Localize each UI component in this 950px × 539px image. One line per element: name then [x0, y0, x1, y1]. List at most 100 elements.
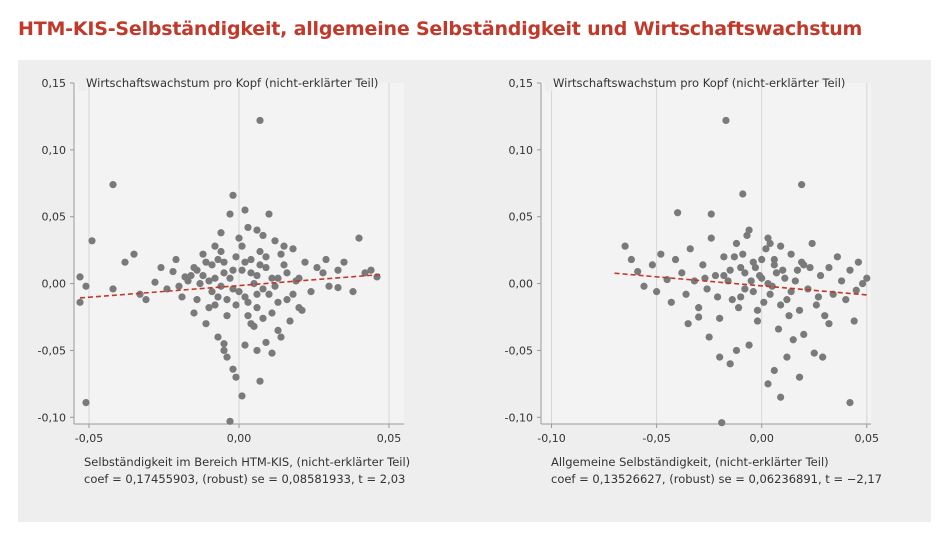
data-point: [842, 296, 850, 304]
data-point: [741, 285, 749, 293]
data-point: [772, 269, 781, 277]
data-point: [730, 253, 738, 261]
y-label-bg: [78, 75, 86, 91]
y-tick-label: -0,10: [38, 411, 66, 424]
data-point: [238, 242, 246, 250]
data-point: [274, 298, 282, 306]
data-point: [214, 333, 222, 341]
data-point: [253, 271, 261, 280]
data-point: [229, 191, 237, 199]
data-point: [238, 266, 246, 274]
data-point: [226, 274, 234, 282]
data-point: [265, 290, 273, 298]
data-point: [810, 349, 818, 357]
data-point: [653, 288, 661, 296]
data-point: [121, 258, 129, 266]
data-point: [355, 234, 363, 242]
data-point: [795, 373, 804, 381]
data-point: [214, 293, 222, 301]
data-point: [283, 269, 291, 277]
data-point: [244, 298, 252, 306]
data-point: [271, 282, 279, 290]
data-point: [739, 250, 747, 258]
data-point: [762, 245, 770, 253]
data-point: [277, 250, 285, 258]
data-point: [241, 258, 249, 266]
data-point: [674, 209, 682, 217]
data-point: [755, 271, 764, 280]
data-point: [241, 293, 249, 301]
data-point: [199, 271, 207, 280]
data-point: [760, 298, 768, 306]
data-point: [76, 273, 84, 281]
data-point: [770, 255, 778, 264]
data-point: [268, 349, 276, 357]
data-point: [319, 269, 327, 277]
data-point: [142, 296, 150, 304]
data-point: [82, 282, 90, 290]
data-point: [726, 360, 734, 368]
data-point: [789, 336, 797, 344]
data-point: [313, 263, 321, 272]
chart-right: -0,10 -0,05 0,00 0,05 0,10 0,15 -0,10 -0,05 0,00…: [505, 75, 882, 486]
data-point: [82, 399, 90, 407]
data-point: [361, 269, 369, 277]
data-point: [277, 333, 285, 341]
regression-line: [79, 273, 381, 299]
data-point: [208, 261, 216, 269]
data-point: [274, 326, 282, 334]
x-tick-label: 0,05: [855, 432, 880, 445]
data-point: [247, 269, 255, 277]
page-title: HTM-KIS-Selbständigkeit, allgemeine Selb…: [18, 18, 863, 40]
data-point: [764, 279, 772, 288]
data-point: [295, 274, 303, 282]
data-point: [205, 277, 213, 285]
data-point: [814, 293, 823, 301]
y-axis-label: Wirtschaftswachstum pro Kopf (nicht-erkl…: [553, 76, 845, 90]
data-point: [208, 288, 216, 296]
x-tick-label: 0,00: [749, 432, 774, 445]
data-point: [751, 263, 759, 272]
data-point: [640, 282, 648, 290]
y-tick-label: 0,10: [509, 144, 534, 157]
data-point: [226, 210, 234, 218]
data-point: [262, 338, 270, 347]
data-point: [766, 239, 774, 248]
chart-panel: -0,10 -0,05 0,00 0,05 0,10 0,15 -0,05 0,00 0,05 W…: [18, 60, 931, 522]
data-point: [798, 181, 806, 189]
data-point: [307, 288, 315, 296]
data-point: [280, 261, 288, 269]
data-point: [716, 314, 724, 322]
data-point: [728, 296, 736, 304]
data-point: [340, 258, 348, 266]
data-point: [695, 313, 703, 321]
data-point: [852, 286, 860, 294]
data-point: [88, 237, 96, 245]
data-point: [825, 320, 833, 328]
data-point: [184, 277, 192, 285]
scatter-points: [76, 116, 381, 425]
data-point: [854, 258, 862, 266]
data-point: [253, 346, 261, 355]
data-point: [863, 274, 871, 282]
data-point: [837, 277, 846, 285]
scatter-points: [621, 116, 871, 427]
data-point: [657, 250, 665, 258]
data-point: [223, 353, 231, 361]
data-point: [770, 366, 778, 375]
y-tick-label: 0,00: [509, 278, 534, 291]
data-point: [758, 255, 766, 264]
y-tick-label: 0,05: [509, 211, 534, 224]
data-point: [793, 266, 802, 274]
data-point: [256, 377, 264, 385]
data-point: [151, 278, 159, 286]
data-point: [690, 277, 699, 285]
data-point: [190, 309, 198, 317]
data-point: [229, 285, 237, 293]
regression-stats: coef = 0,17455903, (robust) se = 0,08581…: [84, 472, 405, 486]
y-tick-label: 0,15: [42, 77, 67, 90]
data-point: [289, 245, 297, 253]
data-point: [699, 261, 707, 269]
data-point: [247, 255, 255, 264]
y-tick-label: -0,10: [505, 411, 533, 424]
